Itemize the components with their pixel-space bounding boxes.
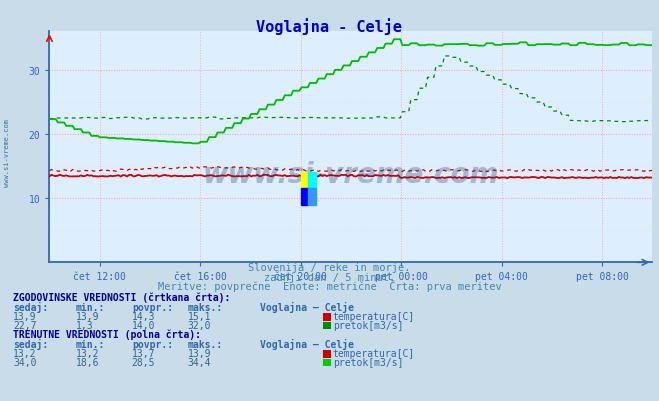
Text: 18,6: 18,6: [76, 357, 100, 367]
Text: 13,2: 13,2: [76, 348, 100, 358]
Text: 28,5: 28,5: [132, 357, 156, 367]
Text: zadnji dan / 5 minut.: zadnji dan / 5 minut.: [264, 272, 395, 282]
Text: ZGODOVINSKE VREDNOSTI (črtkana črta):: ZGODOVINSKE VREDNOSTI (črtkana črta):: [13, 292, 231, 303]
Bar: [308, 189, 316, 205]
Text: www.si-vreme.com: www.si-vreme.com: [3, 118, 10, 186]
Text: 34,4: 34,4: [188, 357, 212, 367]
Text: Meritve: povprečne  Enote: metrične  Črta: prva meritev: Meritve: povprečne Enote: metrične Črta:…: [158, 279, 501, 291]
Text: povpr.:: povpr.:: [132, 302, 173, 312]
Text: Slovenija / reke in morje.: Slovenija / reke in morje.: [248, 263, 411, 273]
Text: povpr.:: povpr.:: [132, 339, 173, 349]
Text: TRENUTNE VREDNOSTI (polna črta):: TRENUTNE VREDNOSTI (polna črta):: [13, 329, 201, 340]
Text: 1,3: 1,3: [76, 320, 94, 330]
Text: Voglajna – Celje: Voglajna – Celje: [260, 302, 355, 312]
Text: min.:: min.:: [76, 302, 105, 312]
Text: 13,9: 13,9: [76, 311, 100, 321]
Text: pretok[m3/s]: pretok[m3/s]: [333, 320, 403, 330]
Text: Voglajna – Celje: Voglajna – Celje: [260, 338, 355, 349]
Text: 14,0: 14,0: [132, 320, 156, 330]
Text: 15,1: 15,1: [188, 311, 212, 321]
Text: maks.:: maks.:: [188, 302, 223, 312]
Text: 32,0: 32,0: [188, 320, 212, 330]
Text: 13,2: 13,2: [13, 348, 37, 358]
Text: pretok[m3/s]: pretok[m3/s]: [333, 357, 403, 367]
Text: Voglajna - Celje: Voglajna - Celje: [256, 18, 403, 35]
Text: sedaj:: sedaj:: [13, 338, 48, 349]
Text: www.si-vreme.com: www.si-vreme.com: [203, 161, 499, 189]
Text: temperatura[C]: temperatura[C]: [333, 311, 415, 321]
Bar: [301, 189, 308, 205]
Text: 14,3: 14,3: [132, 311, 156, 321]
Text: 13,7: 13,7: [132, 348, 156, 358]
Text: min.:: min.:: [76, 339, 105, 349]
Text: 22,7: 22,7: [13, 320, 37, 330]
Text: sedaj:: sedaj:: [13, 302, 48, 312]
Text: 13,9: 13,9: [188, 348, 212, 358]
Text: temperatura[C]: temperatura[C]: [333, 348, 415, 358]
Text: 13,9: 13,9: [13, 311, 37, 321]
Bar: [301, 173, 308, 189]
Text: maks.:: maks.:: [188, 339, 223, 349]
Bar: [308, 173, 316, 189]
Text: 34,0: 34,0: [13, 357, 37, 367]
